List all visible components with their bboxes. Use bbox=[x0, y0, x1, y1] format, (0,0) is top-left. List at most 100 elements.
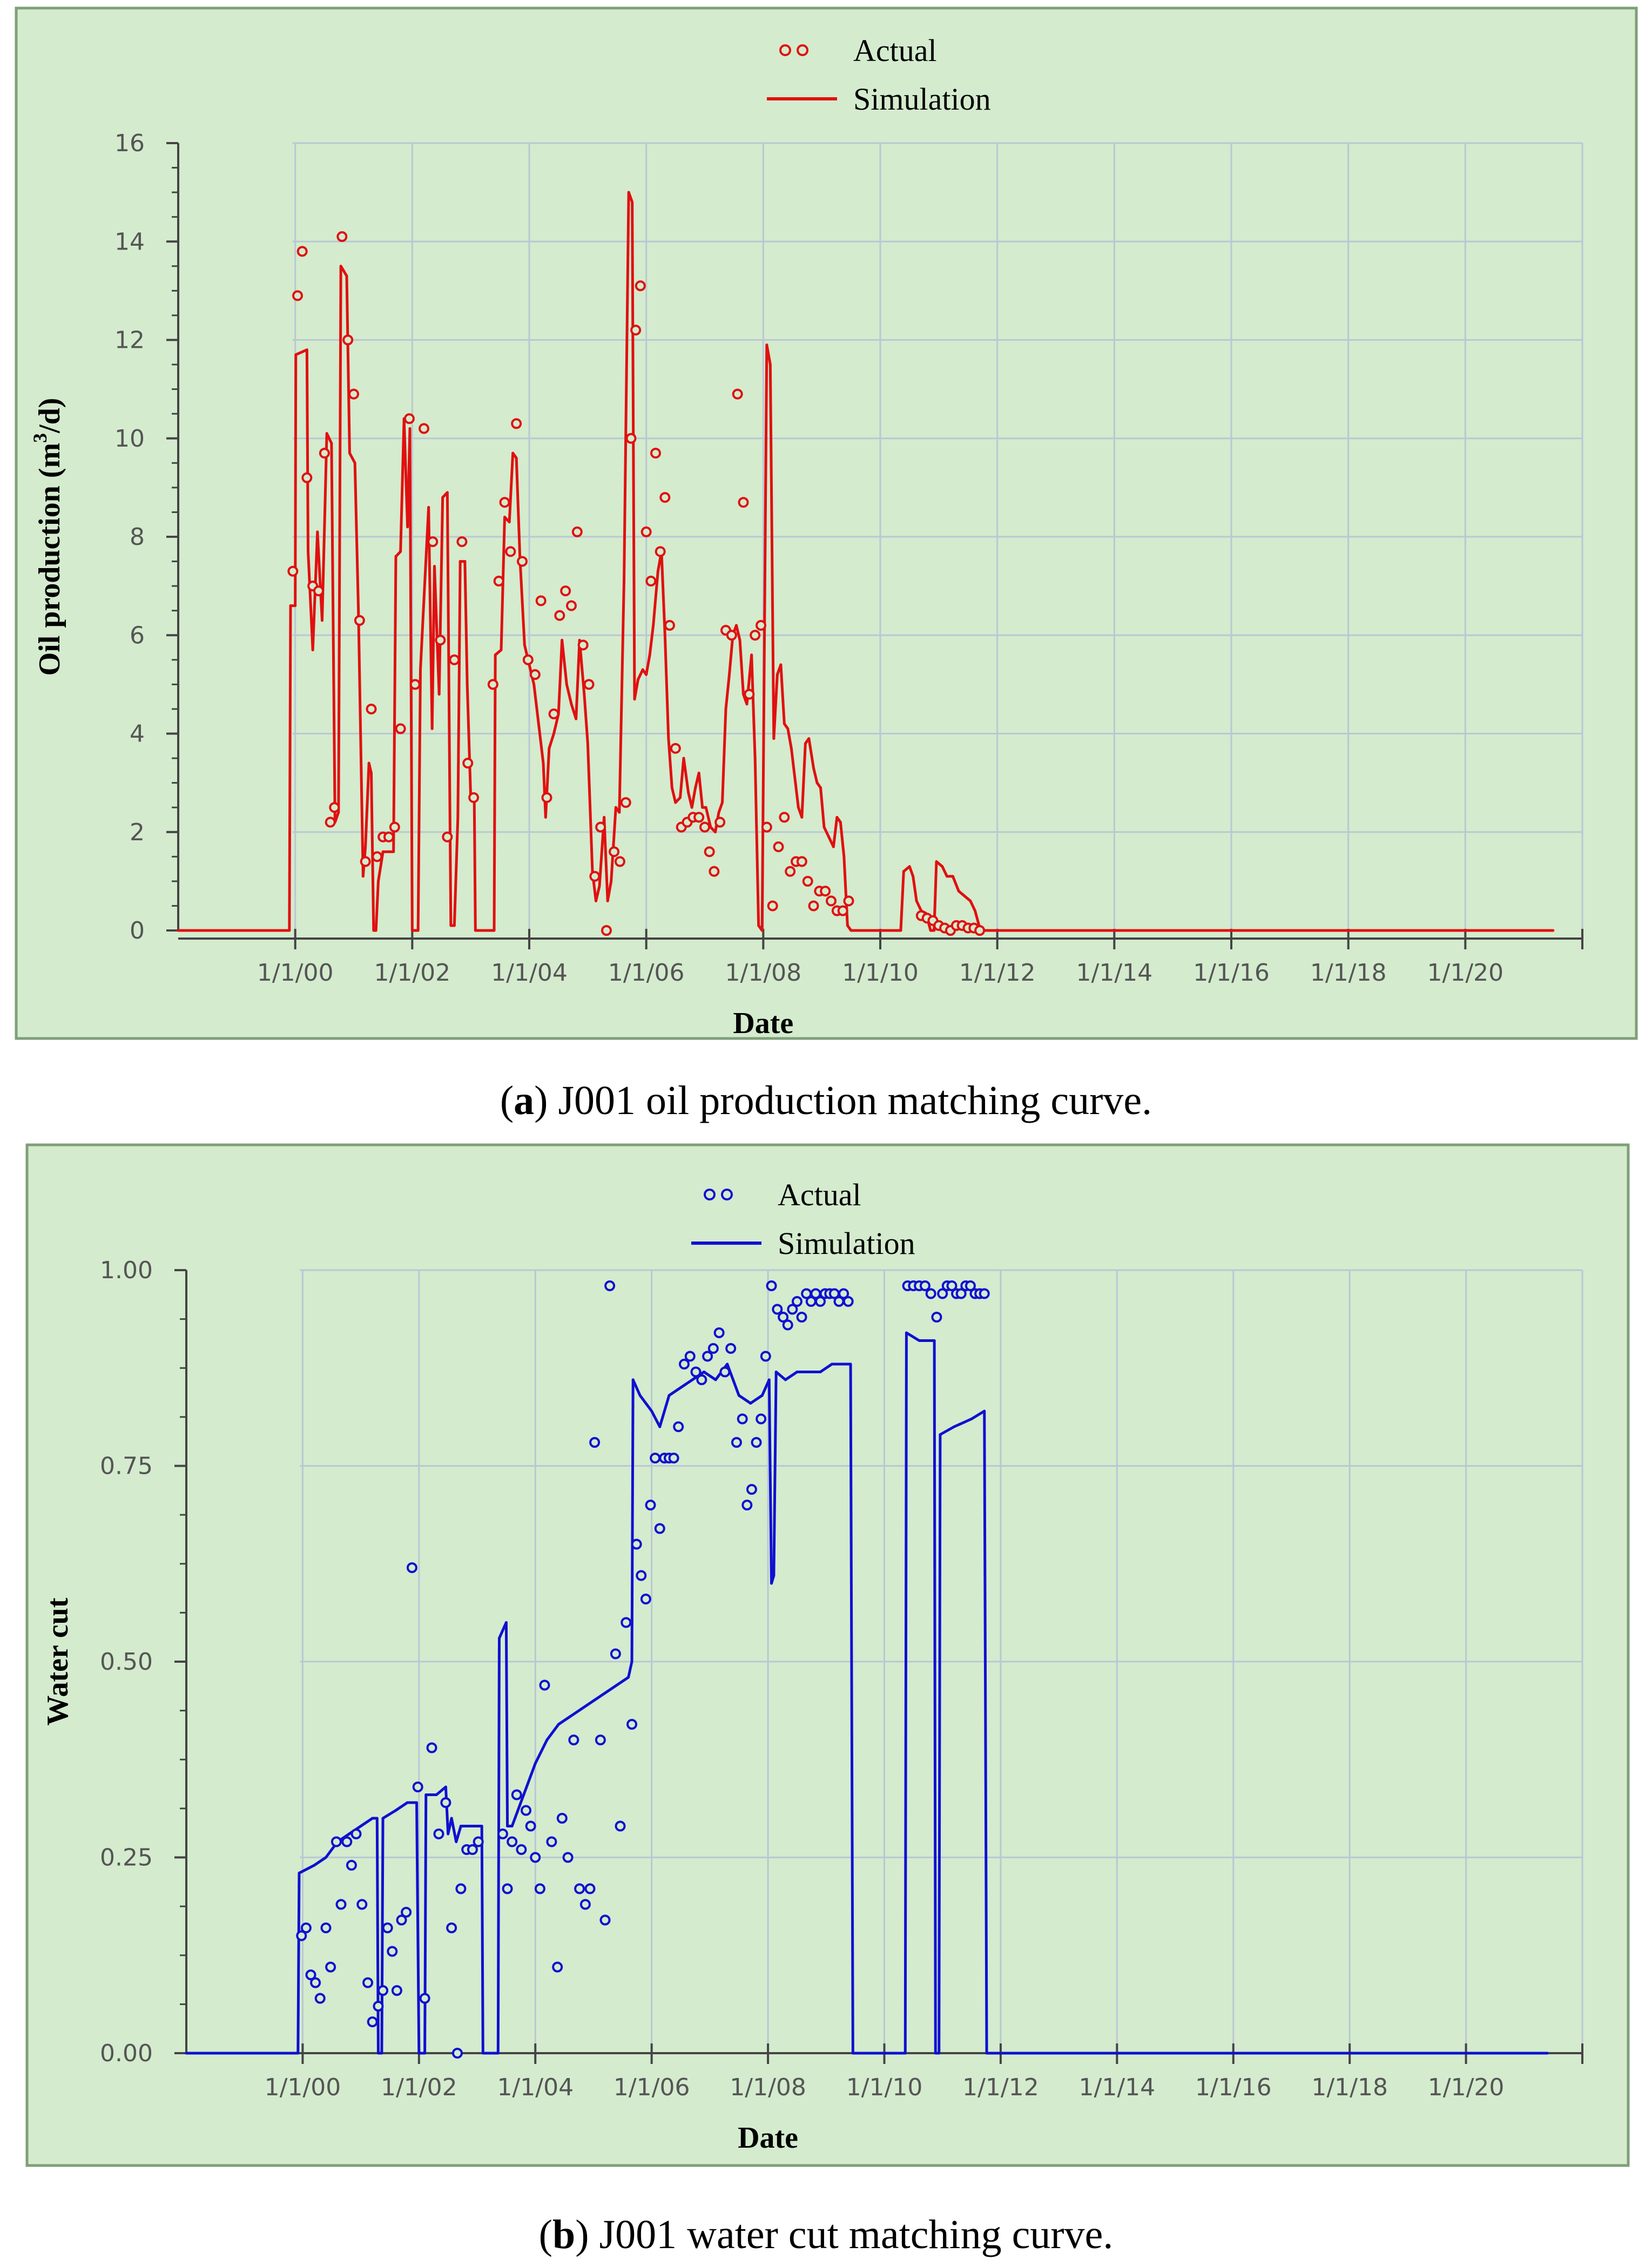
actual-point bbox=[620, 797, 631, 808]
simulation-segment bbox=[394, 1801, 409, 1812]
actual-point bbox=[449, 654, 460, 665]
actual-point bbox=[625, 433, 637, 444]
simulation-segment bbox=[518, 555, 526, 646]
actual-point bbox=[574, 1883, 585, 1894]
actual-point bbox=[502, 1883, 513, 1894]
actual-point bbox=[396, 1914, 407, 1926]
actual-point bbox=[455, 1883, 467, 1894]
simulation-segment bbox=[679, 1378, 694, 1389]
simulation-segment bbox=[969, 899, 976, 913]
actual-point bbox=[426, 1742, 437, 1753]
y-axis-title: Water cut bbox=[41, 1597, 75, 1725]
simulation-segment bbox=[650, 1409, 662, 1428]
actual-point bbox=[456, 536, 468, 548]
actual-point bbox=[360, 856, 371, 867]
caption-b-text: J001 water cut matching curve. bbox=[599, 2212, 1114, 2257]
actual-point bbox=[511, 418, 522, 429]
simulation-segment bbox=[822, 826, 831, 839]
actual-point bbox=[965, 1280, 976, 1291]
simulation-segment bbox=[774, 1371, 787, 1381]
simulation-segment bbox=[473, 796, 477, 932]
simulation-segment bbox=[497, 1629, 504, 1640]
actual-point bbox=[599, 1914, 611, 1926]
actual-point bbox=[300, 1922, 312, 1933]
simulation-segment bbox=[983, 1409, 988, 2055]
simulation-segment bbox=[288, 604, 292, 932]
actual-point bbox=[974, 925, 986, 936]
simulation-segment bbox=[508, 451, 515, 524]
simulation-segment bbox=[912, 875, 918, 902]
simulation-segment bbox=[339, 265, 348, 278]
simulation-segment bbox=[627, 1660, 633, 1679]
simulation-segment bbox=[750, 653, 757, 760]
simulation-segment bbox=[455, 1825, 462, 1843]
x-tick-label: 1/1/00 bbox=[265, 2074, 341, 2101]
simulation-segment bbox=[357, 609, 365, 878]
x-axis-title: Date bbox=[733, 1007, 793, 1040]
actual-point bbox=[595, 821, 606, 833]
simulation-segment bbox=[768, 363, 776, 740]
actual-point bbox=[287, 565, 299, 577]
actual-point bbox=[843, 895, 854, 907]
simulation-segment bbox=[466, 683, 473, 799]
y-tick-label: 1.00 bbox=[100, 1257, 153, 1284]
simulation-segment bbox=[697, 771, 704, 809]
actual-point bbox=[560, 585, 571, 597]
x-tick-label: 1/1/04 bbox=[497, 2074, 574, 2101]
actual-point bbox=[604, 1280, 616, 1291]
actual-point bbox=[760, 1351, 771, 1362]
actual-point bbox=[796, 1312, 807, 1323]
simulation-segment bbox=[704, 806, 712, 829]
simulation-segment bbox=[779, 663, 786, 725]
y-tick-label: 0.00 bbox=[100, 2040, 153, 2067]
simulation-segment bbox=[812, 766, 819, 785]
actual-point bbox=[329, 802, 340, 813]
actual-point bbox=[356, 1899, 368, 1910]
actual-point bbox=[462, 758, 474, 769]
actual-point bbox=[382, 1922, 393, 1933]
actual-point bbox=[579, 1899, 591, 1910]
simulation-segment bbox=[648, 624, 655, 657]
actual-point bbox=[517, 556, 528, 567]
y-tick-label: 10 bbox=[114, 425, 145, 453]
legend-actual-marker bbox=[721, 1189, 733, 1200]
y-axis-title-tail: /d) bbox=[33, 398, 66, 434]
actual-point bbox=[440, 1797, 451, 1808]
simulation-segment bbox=[575, 638, 581, 720]
simulation-segment bbox=[380, 1817, 385, 2055]
caption-a-label: a bbox=[514, 1078, 535, 1123]
legend-actual-marker bbox=[797, 44, 808, 56]
actual-point bbox=[772, 1304, 783, 1315]
actual-point bbox=[435, 635, 446, 646]
simulation-segment bbox=[933, 1339, 937, 2055]
simulation-segment bbox=[807, 737, 815, 770]
actual-point bbox=[601, 925, 612, 936]
actual-point bbox=[650, 1453, 661, 1463]
actual-point bbox=[744, 689, 755, 700]
simulation-segment bbox=[437, 496, 444, 696]
actual-point bbox=[707, 1343, 719, 1354]
actual-point bbox=[346, 1860, 357, 1871]
simulation-segment bbox=[670, 786, 677, 804]
x-tick-label: 1/1/14 bbox=[1076, 959, 1153, 987]
simulation-segment bbox=[615, 1676, 630, 1686]
simulation-segment bbox=[561, 638, 568, 686]
simulation-segment bbox=[953, 1418, 973, 1428]
actual-point bbox=[655, 546, 666, 557]
actual-point bbox=[684, 1351, 696, 1362]
simulation-segment bbox=[423, 1793, 428, 2055]
actual-point bbox=[820, 886, 831, 897]
x-tick-label: 1/1/10 bbox=[846, 2074, 923, 2101]
simulation-segment bbox=[353, 461, 360, 612]
x-tick-label: 1/1/12 bbox=[962, 2074, 1039, 2101]
simulation-segment bbox=[645, 653, 651, 676]
actual-point bbox=[336, 231, 348, 242]
simulation-segment bbox=[630, 1378, 635, 1663]
actual-point bbox=[468, 792, 480, 803]
simulation-segment bbox=[760, 343, 768, 932]
actual-point bbox=[925, 1288, 936, 1299]
actual-point bbox=[442, 831, 453, 842]
simulation-segment bbox=[753, 757, 760, 927]
simulation-segment bbox=[951, 875, 960, 893]
simulation-segment bbox=[296, 1872, 301, 2055]
